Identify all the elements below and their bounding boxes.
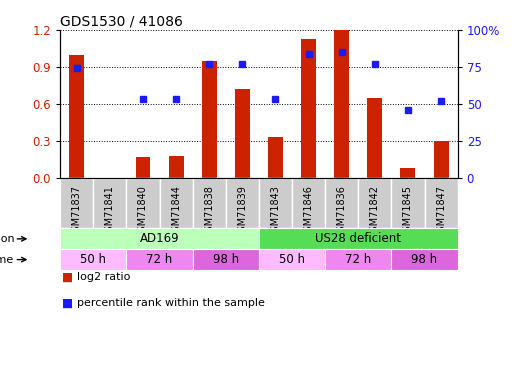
Text: GSM71844: GSM71844: [171, 185, 181, 238]
FancyBboxPatch shape: [60, 178, 93, 228]
FancyBboxPatch shape: [127, 249, 192, 270]
FancyBboxPatch shape: [259, 228, 458, 249]
Bar: [135, 157, 151, 178]
Text: GSM71845: GSM71845: [403, 185, 413, 238]
Text: ■: ■: [62, 297, 73, 309]
Text: ■: ■: [62, 271, 73, 284]
Bar: [235, 89, 250, 178]
Bar: [69, 55, 84, 178]
Text: 72 h: 72 h: [345, 253, 371, 266]
Bar: [202, 61, 217, 178]
Text: time: time: [0, 255, 15, 265]
Text: GSM71840: GSM71840: [138, 185, 148, 238]
Text: US28 deficient: US28 deficient: [315, 232, 401, 245]
FancyBboxPatch shape: [226, 178, 259, 228]
FancyBboxPatch shape: [391, 249, 458, 270]
Bar: [367, 98, 382, 178]
FancyBboxPatch shape: [358, 178, 391, 228]
Text: 50 h: 50 h: [80, 253, 106, 266]
Bar: [334, 30, 349, 178]
FancyBboxPatch shape: [292, 178, 325, 228]
FancyBboxPatch shape: [60, 228, 259, 249]
FancyBboxPatch shape: [325, 249, 391, 270]
Text: GSM71842: GSM71842: [370, 185, 380, 238]
FancyBboxPatch shape: [259, 249, 325, 270]
Bar: [301, 39, 316, 178]
FancyBboxPatch shape: [259, 178, 292, 228]
Bar: [434, 141, 449, 178]
Text: 98 h: 98 h: [213, 253, 239, 266]
Bar: [268, 137, 283, 178]
Text: log2 ratio: log2 ratio: [77, 273, 131, 282]
Text: GSM71847: GSM71847: [436, 185, 446, 238]
Text: GSM71843: GSM71843: [270, 185, 280, 238]
Text: GSM71836: GSM71836: [337, 185, 347, 238]
Text: AD169: AD169: [140, 232, 179, 245]
FancyBboxPatch shape: [325, 178, 358, 228]
FancyBboxPatch shape: [60, 249, 127, 270]
Text: percentile rank within the sample: percentile rank within the sample: [77, 298, 265, 308]
Text: GSM71841: GSM71841: [105, 185, 115, 238]
FancyBboxPatch shape: [93, 178, 127, 228]
Bar: [168, 156, 184, 178]
Text: GSM71837: GSM71837: [72, 185, 82, 238]
Text: GSM71839: GSM71839: [237, 185, 247, 238]
Text: 50 h: 50 h: [279, 253, 305, 266]
FancyBboxPatch shape: [425, 178, 458, 228]
Text: GSM71846: GSM71846: [303, 185, 314, 238]
Bar: [401, 168, 415, 178]
FancyBboxPatch shape: [160, 178, 192, 228]
FancyBboxPatch shape: [391, 178, 425, 228]
Text: infection: infection: [0, 234, 15, 244]
Text: 72 h: 72 h: [146, 253, 173, 266]
FancyBboxPatch shape: [192, 249, 259, 270]
Text: GSM71838: GSM71838: [204, 185, 214, 238]
Text: GDS1530 / 41086: GDS1530 / 41086: [60, 15, 183, 29]
FancyBboxPatch shape: [192, 178, 226, 228]
FancyBboxPatch shape: [127, 178, 160, 228]
Text: 98 h: 98 h: [412, 253, 438, 266]
